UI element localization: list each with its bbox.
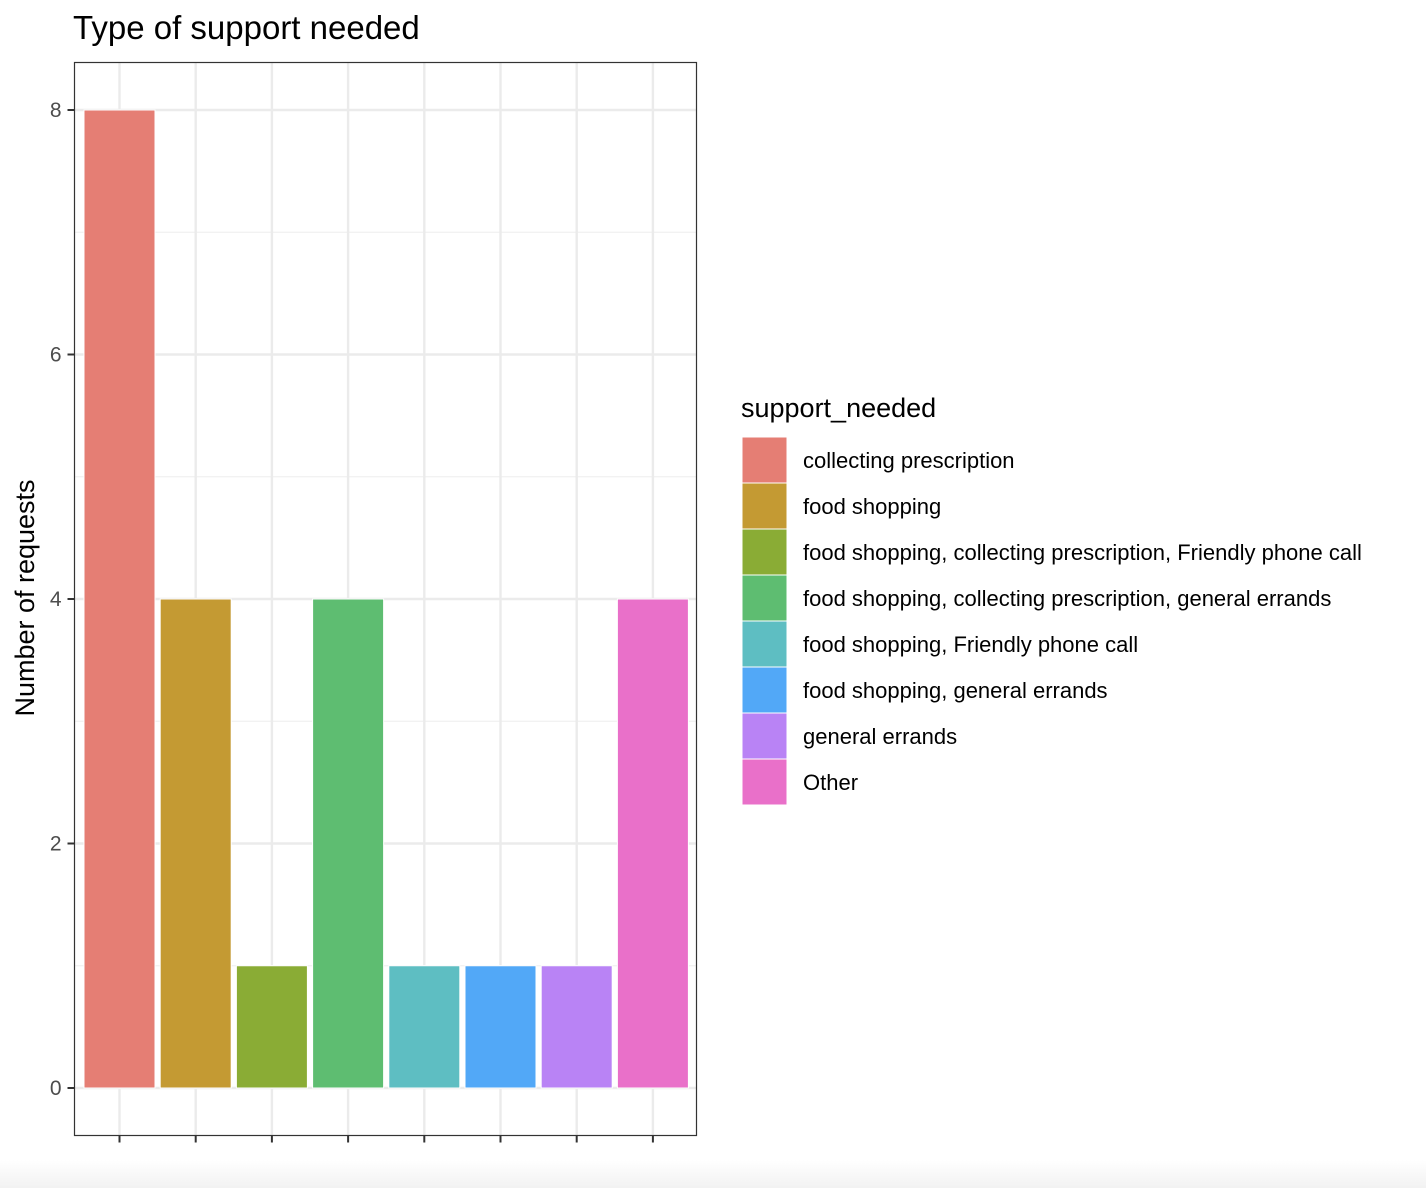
legend-label: food shopping, collecting prescription, …: [803, 540, 1362, 565]
legend-key: [741, 666, 788, 714]
y-axis-label: Number of requests: [10, 479, 40, 716]
legend-key: [741, 574, 788, 622]
legend-label: food shopping, collecting prescription, …: [803, 586, 1331, 611]
legend-key: [741, 620, 788, 668]
bar: [235, 965, 308, 1089]
legend-key: [741, 712, 788, 760]
legend-key: [741, 758, 788, 806]
bar: [464, 965, 537, 1089]
legend-title: support_needed: [741, 393, 936, 423]
y-tick-label: 0: [50, 1077, 62, 1100]
bar: [159, 598, 232, 1089]
legend-label: Other: [803, 770, 858, 795]
y-axis: 0 2 4 6 8: [50, 99, 75, 1100]
legend-label: food shopping, Friendly phone call: [803, 632, 1138, 657]
bar: [540, 965, 613, 1089]
legend-label: food shopping: [803, 494, 941, 519]
legend-label: food shopping, general errands: [803, 678, 1108, 703]
window-bottom-edge: [0, 1160, 1426, 1188]
bar: [312, 598, 385, 1089]
legend: collecting prescription food shopping food…: [741, 436, 1362, 806]
bars: [83, 109, 689, 1089]
bar: [83, 109, 156, 1089]
legend-label: general errands: [803, 724, 957, 749]
legend-key: [741, 436, 788, 484]
y-tick-label: 8: [50, 99, 62, 122]
y-tick-label: 4: [50, 588, 62, 611]
legend-key: [741, 528, 788, 576]
legend-key: [741, 482, 788, 530]
bar: [616, 598, 689, 1089]
bar: [388, 965, 461, 1089]
chart-title: Type of support needed: [73, 9, 420, 46]
legend-label: collecting prescription: [803, 448, 1015, 473]
x-axis: [118, 1135, 654, 1143]
y-tick-label: 6: [50, 344, 62, 367]
y-tick-label: 2: [50, 833, 62, 856]
